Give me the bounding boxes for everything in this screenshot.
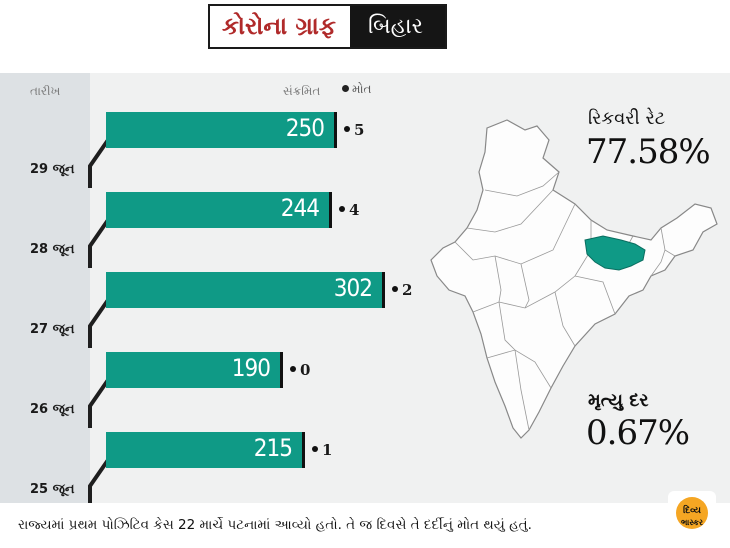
india-map (430, 119, 718, 439)
death-header-label: મોત (352, 82, 372, 96)
bar-end-marker (382, 272, 385, 308)
death-dot-icon (339, 206, 345, 212)
infected-bar: 215 (106, 432, 302, 468)
divya-bhaskar-logo: દિવ્ય ભાસ્કર (668, 491, 716, 539)
infected-value: 190 (231, 354, 271, 382)
date-label: 28 જૂન (30, 242, 75, 257)
logo-line2: ભાસ્કર (681, 518, 704, 527)
mortality-value: 0.67% (586, 413, 690, 453)
death-dot-icon (290, 366, 296, 372)
footer: રાજ્યમાં પ્રથમ પોઝિટિવ કેસ 22 માર્ચે પટન… (0, 503, 730, 548)
infected-header: સંક્રમિત (283, 84, 321, 98)
infected-bar: 190 (106, 352, 280, 388)
death-header: મોત (342, 82, 371, 97)
death-value: 5 (344, 121, 364, 139)
date-label: 27 જૂન (30, 322, 75, 337)
date-header: તારીખ (30, 84, 61, 98)
recovery-value: 77.58% (586, 132, 711, 172)
bar-end-marker (329, 192, 332, 228)
death-dot-icon (344, 126, 350, 132)
death-value: 0 (290, 361, 310, 379)
date-column (0, 73, 90, 503)
infected-value: 302 (333, 274, 373, 302)
infected-bar: 250 (106, 112, 334, 148)
death-value: 1 (312, 441, 332, 459)
death-value: 2 (392, 281, 412, 299)
infected-value: 250 (285, 114, 325, 142)
bihar-state (584, 235, 646, 271)
infected-value: 244 (280, 194, 320, 222)
bar-end-marker (334, 112, 337, 148)
logo-line1: દિવ્ય (683, 504, 702, 516)
title-box: કોરોના ગ્રાફ બિહાર (208, 4, 448, 49)
death-value: 4 (339, 201, 359, 219)
title-left: કોરોના ગ્રાફ (210, 6, 351, 47)
bar-end-marker (280, 352, 283, 388)
date-label: 29 જૂન (30, 162, 75, 177)
death-dot-icon (312, 446, 318, 452)
date-label: 25 જૂન (30, 482, 75, 497)
recovery-label: રિકવરી રેટ (588, 108, 666, 129)
death-dot-icon (392, 286, 398, 292)
infected-bar: 244 (106, 192, 329, 228)
death-dot-icon (342, 85, 349, 92)
mortality-label: મૃત્યુ દર (588, 390, 649, 411)
footer-text: રાજ્યમાં પ્રથમ પોઝિટિવ કેસ 22 માર્ચે પટન… (18, 517, 532, 533)
infected-bar: 302 (106, 272, 382, 308)
state-borders (454, 171, 676, 431)
infected-value: 215 (253, 434, 293, 462)
bar-end-marker (302, 432, 305, 468)
date-label: 26 જૂન (30, 402, 75, 417)
title-right: બિહાર (350, 6, 446, 47)
